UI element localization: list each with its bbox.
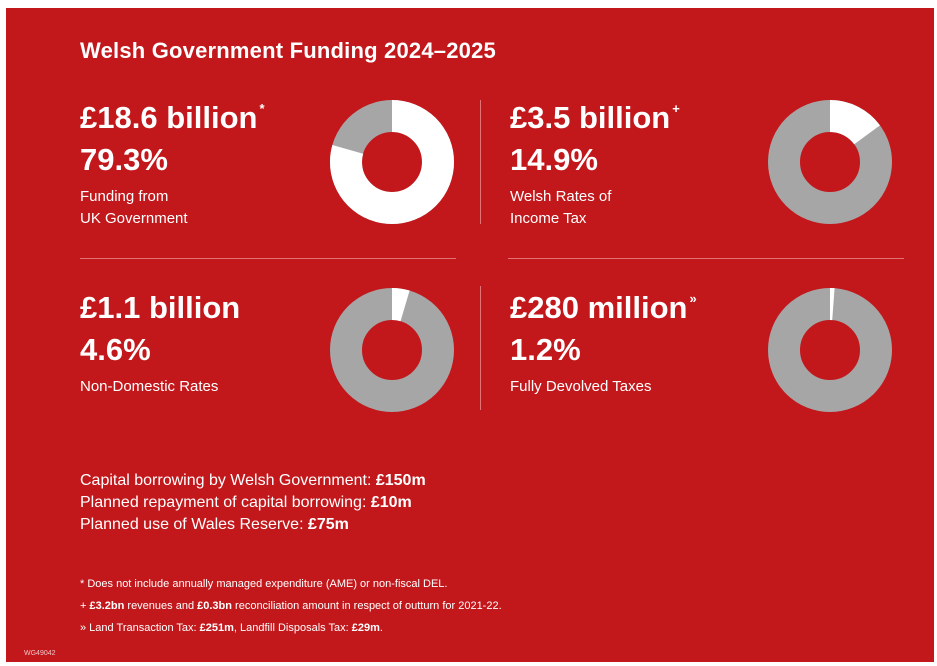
divider <box>480 100 481 224</box>
footnote-marker: + <box>672 101 680 116</box>
footnote-marker: » <box>689 291 696 306</box>
divider <box>508 258 904 259</box>
description-label: Fully Devolved Taxes <box>510 376 740 398</box>
footnote-line: » Land Transaction Tax: £251m, Landfill … <box>80 617 502 639</box>
footnote-marker: * <box>259 101 264 116</box>
document-code: WG49042 <box>24 650 56 657</box>
percent-label: 79.3% <box>80 142 168 178</box>
divider <box>80 258 456 259</box>
donut-chart-devolved-taxes <box>768 288 892 412</box>
description-label: Welsh Rates of Income Tax <box>510 186 740 230</box>
footnotes: * Does not include annually managed expe… <box>80 573 502 639</box>
amount-label: £280 million» <box>510 290 697 326</box>
donut-chart-non-domestic-rates <box>330 288 454 412</box>
note-line: Planned use of Wales Reserve: £75m <box>80 514 426 536</box>
amount-label: £1.1 billion <box>80 290 242 326</box>
footnote-line: + £3.2bn revenues and £0.3bn reconciliat… <box>80 595 502 617</box>
amount-label: £18.6 billion * <box>80 100 265 136</box>
divider <box>480 286 481 410</box>
donut-remainder-segment <box>346 304 438 396</box>
infographic-title: Welsh Government Funding 2024–2025 <box>80 38 496 64</box>
percent-label: 1.2% <box>510 332 581 368</box>
borrowing-notes: Capital borrowing by Welsh Government: £… <box>80 470 426 536</box>
footnote-line: * Does not include annually managed expe… <box>80 573 502 595</box>
funding-infographic: Welsh Government Funding 2024–2025 £18.6… <box>6 8 934 662</box>
donut-chart-uk-government <box>330 100 454 224</box>
amount-label: £3.5 billion + <box>510 100 680 136</box>
note-line: Capital borrowing by Welsh Government: £… <box>80 470 426 492</box>
percent-label: 14.9% <box>510 142 598 178</box>
description-label: Funding from UK Government <box>80 186 310 230</box>
description-label: Non-Domestic Rates <box>80 376 310 398</box>
note-line: Planned repayment of capital borrowing: … <box>80 492 426 514</box>
percent-label: 4.6% <box>80 332 151 368</box>
donut-chart-income-tax <box>768 100 892 224</box>
